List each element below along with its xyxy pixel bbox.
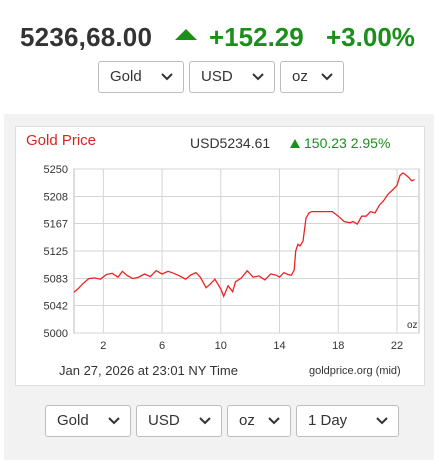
up-triangle-icon xyxy=(290,139,300,148)
unit-label: oz xyxy=(407,320,418,331)
chart-currency-select-value: USD xyxy=(148,412,180,429)
x-tick-label: 18 xyxy=(332,340,344,352)
chevron-down-icon xyxy=(376,417,388,425)
x-tick-label: 6 xyxy=(159,340,165,352)
chevron-down-icon xyxy=(321,73,333,81)
chevron-down-icon xyxy=(252,73,264,81)
y-tick-label: 5125 xyxy=(44,246,68,258)
chart-panel: Gold Price USD5234.61 150.23 2.95% 5250 5… xyxy=(4,114,434,460)
chevron-down-icon xyxy=(268,417,280,425)
chart-unit-select-value: oz xyxy=(239,412,255,429)
grid-lines xyxy=(74,168,419,334)
up-arrow-icon xyxy=(175,29,197,40)
chevron-down-icon xyxy=(161,73,173,81)
chart-currency-select[interactable]: USD xyxy=(136,405,222,437)
currency-select-value: USD xyxy=(201,68,233,85)
y-tick-label: 5000 xyxy=(44,328,68,340)
chart-title: Gold Price xyxy=(26,132,97,149)
x-tick-label: 10 xyxy=(215,340,227,352)
price-series-line xyxy=(73,172,415,299)
x-tick-labels: 2 6 10 14 18 22 xyxy=(100,340,403,352)
y-tick-label: 5167 xyxy=(44,218,68,230)
x-tick-label: 14 xyxy=(273,340,285,352)
chevron-down-icon xyxy=(199,417,211,425)
unit-select-value: oz xyxy=(292,68,308,85)
chart-current-price: USD5234.61 xyxy=(190,135,271,151)
time-range-select-value: 1 Day xyxy=(308,412,348,429)
chart-change: 150.23 2.95% xyxy=(304,135,391,151)
y-tick-labels: 5250 5208 5167 5125 5083 5042 5000 xyxy=(44,164,68,340)
y-tick-label: 5083 xyxy=(44,274,68,286)
chart-timestamp: Jan 27, 2026 at 23:01 NY Time xyxy=(59,363,238,378)
price-ticker: 5236,68.00 +152.29 +3.00% xyxy=(0,22,439,58)
y-tick-label: 5042 xyxy=(44,300,68,312)
currency-select[interactable]: USD xyxy=(189,61,275,93)
x-tick-label: 22 xyxy=(391,340,403,352)
y-tick-label: 5208 xyxy=(44,192,68,204)
metal-select-value: Gold xyxy=(110,68,142,85)
gold-price-chart: Gold Price USD5234.61 150.23 2.95% 5250 5… xyxy=(15,126,425,386)
chevron-down-icon xyxy=(108,417,120,425)
time-range-select[interactable]: 1 Day xyxy=(296,405,399,437)
y-tick-label: 5250 xyxy=(44,164,68,176)
percent-change: +3.00% xyxy=(326,22,415,52)
chart-unit-select[interactable]: oz xyxy=(227,405,291,437)
chart-metal-select-value: Gold xyxy=(57,412,89,429)
x-tick-label: 2 xyxy=(100,340,106,352)
price-change: +152.29 xyxy=(209,22,304,52)
unit-select[interactable]: oz xyxy=(280,61,344,93)
metal-select[interactable]: Gold xyxy=(98,61,184,93)
chart-metal-select[interactable]: Gold xyxy=(45,405,131,437)
chart-source: goldprice.org (mid) xyxy=(309,365,401,377)
current-price: 5236,68.00 xyxy=(20,22,153,52)
